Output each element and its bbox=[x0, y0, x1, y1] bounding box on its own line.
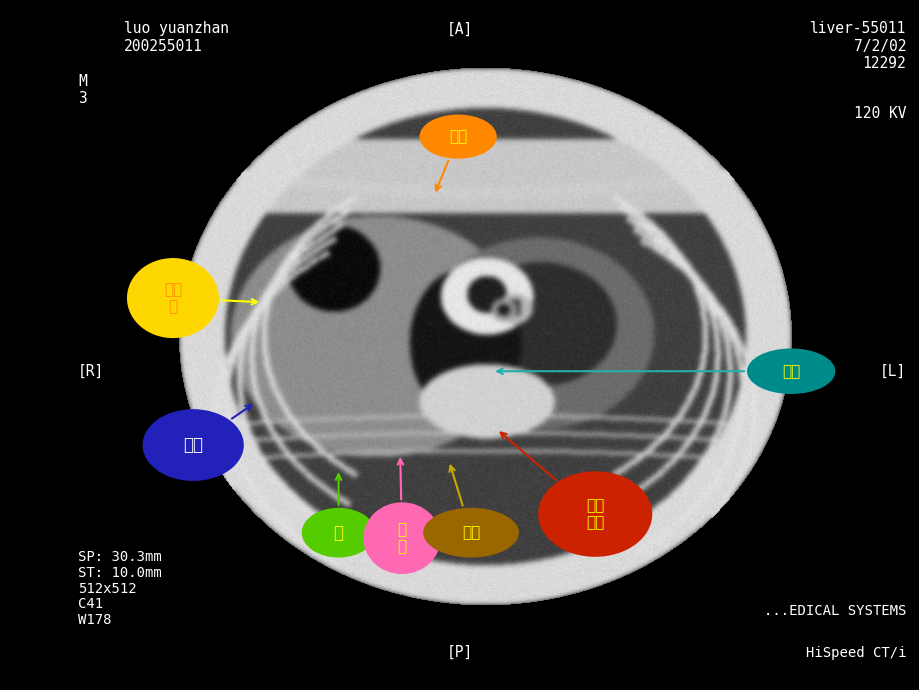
Text: 胸椎: 胸椎 bbox=[461, 525, 480, 540]
Text: [R]: [R] bbox=[78, 364, 105, 379]
Ellipse shape bbox=[419, 115, 496, 159]
Text: 脊
髓: 脊 髓 bbox=[397, 522, 406, 554]
Ellipse shape bbox=[538, 471, 652, 557]
Text: [L]: [L] bbox=[879, 364, 905, 379]
Ellipse shape bbox=[127, 258, 219, 338]
Text: 肝右
叶: 肝右 叶 bbox=[164, 282, 182, 314]
Text: luo yuanzhan: luo yuanzhan bbox=[124, 21, 229, 37]
Text: 肺: 肺 bbox=[334, 524, 343, 542]
Text: ...EDICAL SYSTEMS: ...EDICAL SYSTEMS bbox=[763, 604, 905, 618]
Ellipse shape bbox=[301, 508, 375, 558]
Text: M: M bbox=[78, 74, 87, 89]
Text: W178: W178 bbox=[78, 613, 111, 627]
Text: 512x512: 512x512 bbox=[78, 582, 137, 595]
Text: 7/2/02: 7/2/02 bbox=[853, 39, 905, 54]
Text: 食管: 食管 bbox=[781, 364, 800, 379]
Ellipse shape bbox=[363, 502, 440, 574]
Ellipse shape bbox=[142, 409, 244, 481]
Text: 3: 3 bbox=[78, 91, 87, 106]
Text: liver-55011: liver-55011 bbox=[809, 21, 905, 37]
Text: 200255011: 200255011 bbox=[124, 39, 203, 54]
Text: 腹主
动脉: 腹主 动脉 bbox=[585, 498, 604, 530]
Text: 12292: 12292 bbox=[861, 56, 905, 71]
Text: SP: 30.3mm: SP: 30.3mm bbox=[78, 550, 162, 564]
Text: 横膌: 横膌 bbox=[448, 129, 467, 144]
Text: 肛骨: 肛骨 bbox=[183, 436, 203, 454]
Ellipse shape bbox=[746, 348, 834, 394]
Text: ST: 10.0mm: ST: 10.0mm bbox=[78, 566, 162, 580]
Text: [A]: [A] bbox=[447, 21, 472, 37]
Text: C41: C41 bbox=[78, 598, 103, 611]
Ellipse shape bbox=[423, 508, 518, 558]
Text: [P]: [P] bbox=[447, 645, 472, 660]
Text: HiSpeed CT/i: HiSpeed CT/i bbox=[805, 646, 905, 660]
Text: 120 KV: 120 KV bbox=[853, 106, 905, 121]
